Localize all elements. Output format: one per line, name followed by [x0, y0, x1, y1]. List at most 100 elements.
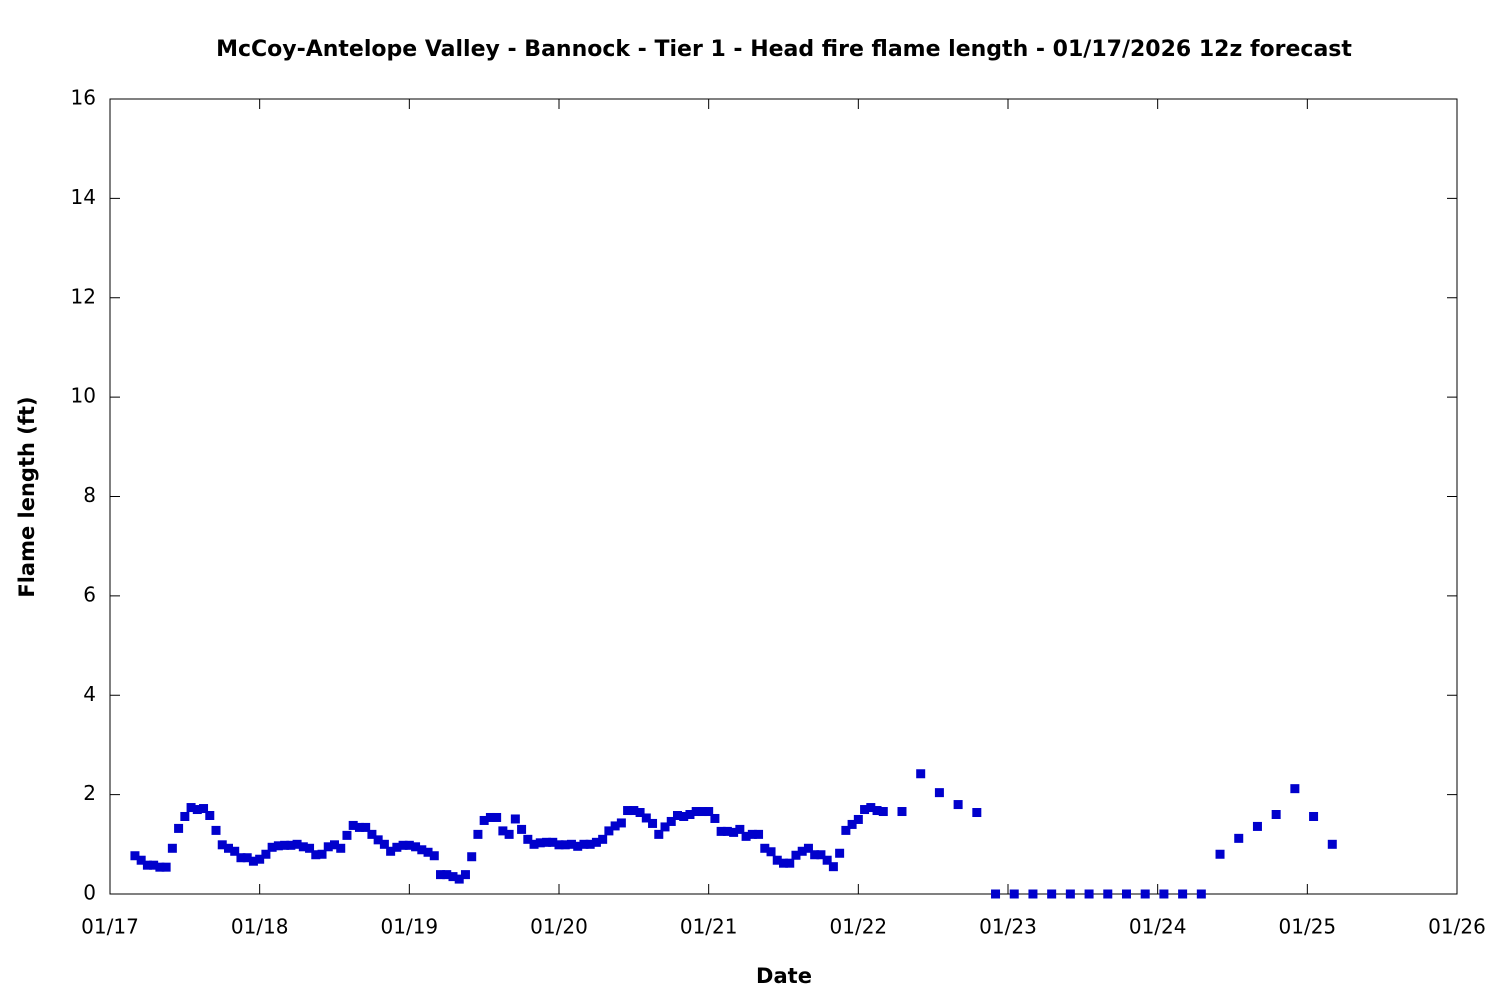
- point: [816, 850, 826, 860]
- x-tick-label: 01/22: [830, 915, 888, 939]
- point: [386, 846, 396, 856]
- point: [772, 855, 782, 865]
- point: [485, 812, 495, 822]
- point: [1290, 784, 1300, 794]
- point: [192, 805, 202, 815]
- point: [1309, 811, 1319, 821]
- point: [822, 855, 832, 865]
- point: [604, 826, 614, 836]
- point: [573, 841, 583, 851]
- point: [791, 850, 801, 860]
- x-tick-label: 01/17: [81, 915, 139, 939]
- point: [442, 870, 452, 880]
- point: [766, 847, 776, 857]
- point: [1103, 889, 1113, 899]
- point: [785, 858, 795, 868]
- point: [691, 807, 701, 817]
- point: [311, 850, 321, 860]
- point: [866, 803, 876, 813]
- point: [223, 843, 233, 853]
- point: [860, 805, 870, 815]
- point: [392, 842, 402, 852]
- point: [878, 807, 888, 817]
- point: [379, 839, 389, 849]
- x-tick-label: 01/24: [1129, 915, 1187, 939]
- point: [180, 811, 190, 821]
- point: [136, 855, 146, 865]
- point: [716, 826, 726, 836]
- point: [1159, 889, 1169, 899]
- point: [167, 843, 177, 853]
- y-tick-label: 12: [71, 284, 96, 308]
- point: [760, 843, 770, 853]
- point: [298, 842, 308, 852]
- point: [267, 842, 277, 852]
- point: [735, 824, 745, 834]
- point: [510, 814, 520, 824]
- point: [280, 840, 290, 850]
- point: [934, 788, 944, 798]
- point: [535, 838, 545, 848]
- point: [336, 843, 346, 853]
- point: [1196, 889, 1206, 899]
- point: [448, 872, 458, 882]
- point: [591, 837, 601, 847]
- point: [529, 839, 539, 849]
- plot-frame: [109, 98, 1458, 895]
- point: [1271, 810, 1281, 819]
- point: [242, 853, 252, 863]
- y-tick-label: 4: [83, 682, 96, 706]
- point: [1252, 821, 1262, 831]
- y-tick-label: 16: [71, 86, 96, 110]
- point: [261, 849, 271, 859]
- point: [211, 825, 221, 835]
- point: [660, 822, 670, 832]
- point: [217, 840, 227, 850]
- point: [1327, 839, 1337, 849]
- point: [130, 851, 140, 861]
- point: [454, 874, 464, 884]
- point: [1028, 889, 1038, 899]
- point: [330, 840, 339, 850]
- x-tick-label: 01/21: [680, 915, 738, 939]
- point: [354, 822, 364, 832]
- point: [560, 840, 570, 850]
- point: [916, 769, 926, 779]
- point: [747, 829, 757, 839]
- point: [704, 807, 714, 817]
- point: [230, 846, 240, 856]
- point: [872, 806, 882, 816]
- point: [1047, 889, 1057, 899]
- point: [548, 837, 558, 847]
- x-tick-label: 01/20: [530, 915, 588, 939]
- point: [697, 807, 707, 817]
- point: [1065, 889, 1075, 899]
- point: [635, 808, 645, 818]
- point: [841, 825, 851, 835]
- point: [641, 813, 651, 823]
- point: [460, 870, 470, 880]
- point: [142, 860, 152, 870]
- point: [149, 860, 159, 870]
- point: [741, 831, 751, 841]
- point: [779, 858, 788, 868]
- point: [953, 800, 963, 810]
- x-tick-label: 01/19: [381, 915, 439, 939]
- y-tick-label: 8: [83, 483, 96, 507]
- point: [542, 837, 552, 847]
- x-tick-label: 01/26: [1428, 915, 1486, 939]
- point: [361, 822, 371, 832]
- point: [236, 853, 246, 863]
- point: [991, 889, 1001, 899]
- point: [1084, 889, 1094, 899]
- y-tick-label: 6: [83, 582, 96, 606]
- point: [847, 819, 857, 829]
- point: [436, 870, 446, 880]
- y-axis-label: Flame length (ft): [15, 396, 39, 597]
- point: [666, 816, 676, 826]
- point: [729, 827, 739, 837]
- chart-title: McCoy-Antelope Valley - Bannock - Tier 1…: [216, 37, 1352, 62]
- point: [373, 835, 383, 845]
- point: [722, 826, 732, 836]
- point: [810, 850, 820, 860]
